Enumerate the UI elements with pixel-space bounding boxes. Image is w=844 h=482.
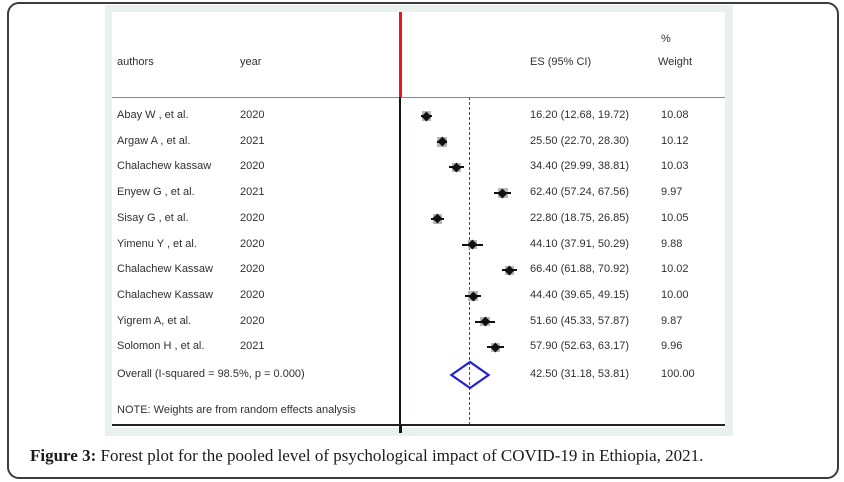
study-weight: 10.02 (661, 263, 689, 276)
study-es-label: 51.60 (45.33, 57.87) (530, 314, 630, 327)
study-weight: 10.00 (661, 289, 689, 302)
study-es-label: 57.90 (52.63, 63.17) (530, 340, 630, 353)
pooled-dashed-line (469, 97, 470, 425)
study-author: Abay W , et al. (117, 109, 189, 121)
figure-caption: Figure 3: Forest plot for the pooled lev… (30, 446, 820, 466)
x-axis (112, 424, 725, 426)
figure-caption-label: Figure 3: (30, 446, 97, 465)
study-author: Enyew G , et al. (117, 186, 195, 199)
study-es-label: 62.40 (57.24, 67.56) (530, 186, 630, 199)
study-weight: 10.12 (661, 134, 689, 147)
overall-label: Overall (I-squared = 98.5%, p = 0.000) (117, 368, 305, 380)
study-es-label: 16.20 (12.68, 19.72) (530, 109, 630, 121)
col-header-year: year (240, 56, 262, 68)
col-header-es: ES (95% CI) (530, 56, 592, 68)
plot-region: authors year ES (95% CI) % Weight Abay W… (112, 12, 725, 433)
study-year: 2020 (240, 314, 265, 327)
study-weight: 9.96 (661, 340, 683, 353)
figure-caption-text: Forest plot for the pooled level of psyc… (96, 446, 704, 465)
study-es-label: 22.80 (18.75, 26.85) (530, 211, 630, 224)
study-weight: 9.88 (661, 237, 683, 250)
zero-line-top-segment (398, 12, 402, 97)
study-weight: 9.87 (661, 314, 683, 327)
study-author: Chalachew Kassaw (117, 263, 213, 276)
col-header-authors: authors (117, 56, 154, 68)
study-author: Solomon H , et al. (117, 340, 205, 353)
study-year: 2020 (240, 289, 265, 302)
study-es-label: 44.40 (39.65, 49.15) (530, 289, 630, 302)
zero-line (399, 97, 401, 424)
study-weight: 10.05 (661, 211, 689, 224)
study-weight: 10.03 (661, 160, 689, 173)
study-author: Chalachew Kassaw (117, 289, 213, 302)
study-year: 2021 (240, 186, 265, 199)
study-year: 2020 (240, 263, 265, 276)
study-year: 2020 (240, 109, 265, 121)
study-es-label: 44.10 (37.91, 50.29) (530, 237, 630, 250)
study-author: Chalachew kassaw (117, 160, 212, 173)
study-year: 2020 (240, 211, 265, 224)
study-weight: 10.08 (661, 109, 689, 121)
study-es-label: 34.40 (29.99, 38.81) (530, 160, 630, 173)
study-author: Sisay G , et al. (117, 211, 189, 224)
forest-plot: authors year ES (95% CI) % Weight Abay W… (105, 5, 733, 436)
study-author: Yimenu Y , et al. (117, 237, 197, 250)
overall-weight: 100.00 (661, 368, 695, 380)
study-author: Argaw A , et al. (117, 134, 191, 147)
study-weight: 9.97 (661, 186, 683, 199)
study-year: 2020 (240, 237, 265, 250)
note-text: NOTE: Weights are from random effects an… (117, 404, 356, 416)
study-year: 2020 (240, 160, 265, 173)
overall-diamond-layer (449, 360, 491, 390)
study-author: Yigrem A, et al. (117, 314, 192, 327)
overall-es-label: 42.50 (31.18, 53.81) (530, 368, 630, 380)
study-year: 2021 (240, 340, 265, 353)
study-es-label: 66.40 (61.88, 70.92) (530, 263, 630, 276)
study-year: 2021 (240, 134, 265, 147)
col-header-percent: % (661, 33, 671, 45)
header-separator (112, 97, 725, 98)
study-es-label: 25.50 (22.70, 28.30) (530, 134, 630, 147)
col-header-weight: Weight (658, 56, 693, 68)
x-axis-zero-tick (398, 425, 402, 433)
